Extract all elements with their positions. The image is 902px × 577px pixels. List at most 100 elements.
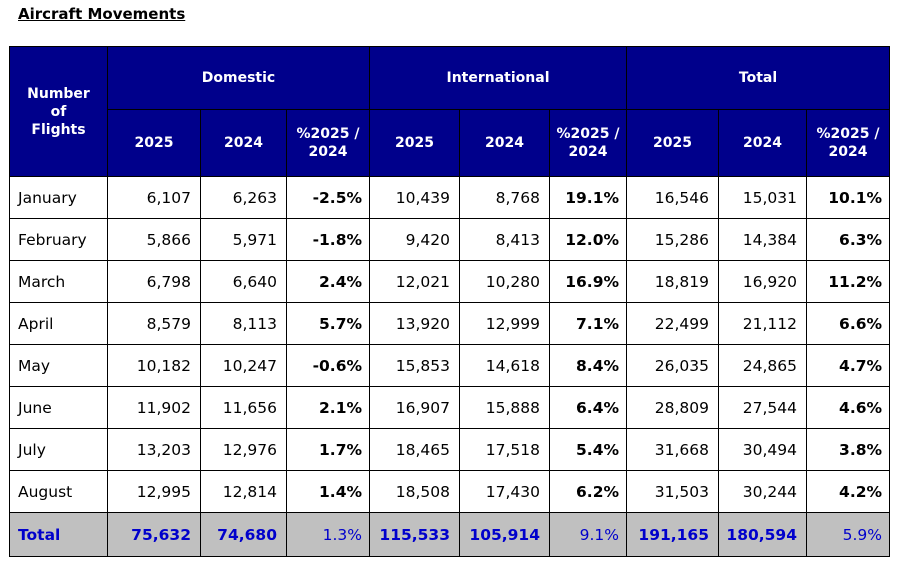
domestic-2024-cell: 12,814 xyxy=(200,470,287,513)
total-2024-cell: 27,544 xyxy=(718,386,808,429)
total-2024-cell: 30,244 xyxy=(718,470,808,513)
international-pct-cell: 16.9% xyxy=(549,260,628,303)
total-pct-cell: 6.3% xyxy=(806,218,891,261)
international-2025-cell: 18,465 xyxy=(369,428,461,471)
month-cell: June xyxy=(9,386,108,429)
domestic-pct-cell: 1.7% xyxy=(285,428,371,471)
international-pct-cell: 8.4% xyxy=(549,344,628,387)
domestic-2025-cell: 10,182 xyxy=(107,344,201,387)
table-row: March 6,798 6,640 2.4% 12,021 10,280 16.… xyxy=(9,260,891,303)
total-total-pct-cell: 5.9% xyxy=(806,512,891,557)
month-cell: August xyxy=(9,470,108,513)
international-2024-cell: 8,413 xyxy=(459,218,551,261)
international-2024-cell: 14,618 xyxy=(459,344,551,387)
col-header-total-pct-label: %2025 / 2024 xyxy=(816,126,880,160)
domestic-pct-cell: -2.5% xyxy=(285,176,371,219)
international-2024-cell: 17,518 xyxy=(459,428,551,471)
domestic-2024-cell: 6,640 xyxy=(200,260,287,303)
total-2024-cell: 16,920 xyxy=(718,260,808,303)
col-header-total-2024: 2024 xyxy=(718,109,808,177)
col-header-domestic-pct: %2025 / 2024 xyxy=(285,109,371,177)
domestic-2025-cell: 11,902 xyxy=(107,386,201,429)
group-header-total: Total xyxy=(626,46,891,110)
international-2024-cell: 15,888 xyxy=(459,386,551,429)
table-row: January 6,107 6,263 -2.5% 10,439 8,768 1… xyxy=(9,176,891,219)
international-2025-cell: 13,920 xyxy=(369,302,461,345)
total-2024-cell: 15,031 xyxy=(718,176,808,219)
total-international-2025-cell: 115,533 xyxy=(369,512,461,557)
total-pct-cell: 4.6% xyxy=(806,386,891,429)
month-cell: May xyxy=(9,344,108,387)
domestic-2024-cell: 11,656 xyxy=(200,386,287,429)
domestic-2025-cell: 6,107 xyxy=(107,176,201,219)
month-cell: January xyxy=(9,176,108,219)
col-header-total-pct: %2025 / 2024 xyxy=(806,109,891,177)
domestic-2025-cell: 12,995 xyxy=(107,470,201,513)
total-2025-cell: 15,286 xyxy=(626,218,720,261)
table-row: June 11,902 11,656 2.1% 16,907 15,888 6.… xyxy=(9,386,891,429)
total-2024-cell: 14,384 xyxy=(718,218,808,261)
table-row: April 8,579 8,113 5.7% 13,920 12,999 7.1… xyxy=(9,302,891,345)
total-pct-cell: 11.2% xyxy=(806,260,891,303)
total-pct-cell: 3.8% xyxy=(806,428,891,471)
total-pct-cell: 4.2% xyxy=(806,470,891,513)
international-pct-cell: 12.0% xyxy=(549,218,628,261)
international-pct-cell: 6.2% xyxy=(549,470,628,513)
corner-header: Number of Flights xyxy=(9,46,108,177)
page-title: Aircraft Movements xyxy=(18,5,186,23)
domestic-pct-cell: 5.7% xyxy=(285,302,371,345)
domestic-pct-cell: -0.6% xyxy=(285,344,371,387)
aircraft-movements-table: Number of Flights Domestic International… xyxy=(9,46,891,557)
col-header-international-2024: 2024 xyxy=(459,109,551,177)
col-header-international-pct-label: %2025 / 2024 xyxy=(556,126,620,160)
international-pct-cell: 5.4% xyxy=(549,428,628,471)
col-header-total-2025: 2025 xyxy=(626,109,720,177)
total-2025-cell: 16,546 xyxy=(626,176,720,219)
total-domestic-2024-cell: 74,680 xyxy=(200,512,287,557)
group-header-domestic: Domestic xyxy=(106,46,371,110)
total-pct-cell: 10.1% xyxy=(806,176,891,219)
total-domestic-2025-cell: 75,632 xyxy=(107,512,201,557)
domestic-pct-cell: 2.1% xyxy=(285,386,371,429)
international-2024-cell: 17,430 xyxy=(459,470,551,513)
domestic-2025-cell: 13,203 xyxy=(107,428,201,471)
total-2024-cell: 21,112 xyxy=(718,302,808,345)
total-domestic-pct-cell: 1.3% xyxy=(285,512,371,557)
group-header-row: Number of Flights Domestic International… xyxy=(9,46,891,177)
month-cell: April xyxy=(9,302,108,345)
international-2024-cell: 10,280 xyxy=(459,260,551,303)
international-pct-cell: 7.1% xyxy=(549,302,628,345)
group-header-international: International xyxy=(369,46,628,110)
year-header-row: 2025 2024 %2025 / 2024 2025 2024 %2025 /… xyxy=(10,109,891,177)
table-row: May 10,182 10,247 -0.6% 15,853 14,618 8.… xyxy=(9,344,891,387)
total-2025-cell: 31,503 xyxy=(626,470,720,513)
col-header-domestic-pct-label: %2025 / 2024 xyxy=(296,126,360,160)
table-row: July 13,203 12,976 1.7% 18,465 17,518 5.… xyxy=(9,428,891,471)
international-pct-cell: 6.4% xyxy=(549,386,628,429)
total-2025-cell: 26,035 xyxy=(626,344,720,387)
total-2025-cell: 18,819 xyxy=(626,260,720,303)
total-pct-cell: 6.6% xyxy=(806,302,891,345)
month-cell: July xyxy=(9,428,108,471)
total-row: Total 75,632 74,680 1.3% 115,533 105,914… xyxy=(9,512,891,557)
domestic-2025-cell: 8,579 xyxy=(107,302,201,345)
international-2024-cell: 12,999 xyxy=(459,302,551,345)
col-header-domestic-2024: 2024 xyxy=(200,109,287,177)
domestic-2024-cell: 12,976 xyxy=(200,428,287,471)
domestic-2024-cell: 6,263 xyxy=(200,176,287,219)
international-pct-cell: 19.1% xyxy=(549,176,628,219)
international-2025-cell: 16,907 xyxy=(369,386,461,429)
total-pct-cell: 4.7% xyxy=(806,344,891,387)
month-cell: March xyxy=(9,260,108,303)
international-2025-cell: 18,508 xyxy=(369,470,461,513)
international-2025-cell: 12,021 xyxy=(369,260,461,303)
domestic-pct-cell: -1.8% xyxy=(285,218,371,261)
international-2024-cell: 8,768 xyxy=(459,176,551,219)
table-row: February 5,866 5,971 -1.8% 9,420 8,413 1… xyxy=(9,218,891,261)
total-total-2024-cell: 180,594 xyxy=(718,512,808,557)
total-2025-cell: 31,668 xyxy=(626,428,720,471)
domestic-pct-cell: 1.4% xyxy=(285,470,371,513)
domestic-2025-cell: 5,866 xyxy=(107,218,201,261)
total-2025-cell: 28,809 xyxy=(626,386,720,429)
international-2025-cell: 15,853 xyxy=(369,344,461,387)
